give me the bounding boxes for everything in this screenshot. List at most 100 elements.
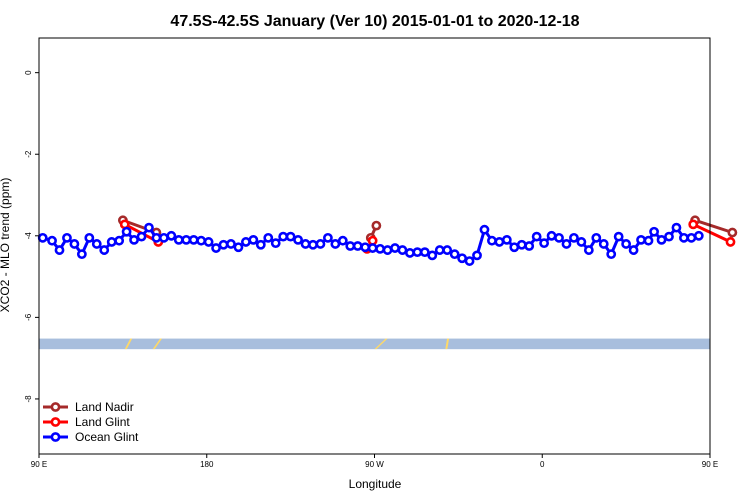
point-ocean-glint-34 bbox=[293, 234, 303, 245]
point-ocean-glint-51 bbox=[419, 247, 430, 258]
point-ocean-glint-22 bbox=[203, 237, 214, 247]
point-ocean-glint-10 bbox=[114, 235, 125, 246]
point-ocean-glint-87 bbox=[686, 232, 697, 243]
point-ocean-glint-78 bbox=[621, 239, 632, 249]
point-ocean-glint-48 bbox=[397, 245, 408, 255]
legend-item-land-glint: Land Glint bbox=[43, 415, 130, 429]
point-ocean-glint-70 bbox=[561, 239, 572, 249]
point-ocean-glint-56 bbox=[457, 253, 468, 264]
point-ocean-glint-50 bbox=[412, 247, 423, 258]
point-land-glint-5 bbox=[725, 237, 736, 247]
point-ocean-glint-11 bbox=[121, 226, 132, 237]
point-ocean-glint-81 bbox=[643, 235, 654, 246]
point-ocean-glint-88 bbox=[693, 230, 704, 241]
point-ocean-glint-77 bbox=[613, 231, 624, 242]
point-ocean-glint-30 bbox=[263, 232, 274, 243]
point-ocean-glint-31 bbox=[270, 238, 281, 249]
point-ocean-glint-44 bbox=[367, 243, 378, 253]
point-ocean-glint-16 bbox=[158, 232, 169, 243]
point-ocean-glint-45 bbox=[375, 243, 385, 254]
legend-marker-land-nadir bbox=[50, 402, 61, 412]
legend-marker-ocean-glint bbox=[50, 432, 61, 442]
point-ocean-glint-27 bbox=[240, 237, 251, 247]
point-ocean-glint-33 bbox=[285, 231, 296, 242]
point-ocean-glint-25 bbox=[226, 239, 236, 249]
point-land-glint-4 bbox=[688, 219, 699, 230]
point-ocean-glint-19 bbox=[181, 234, 192, 245]
point-ocean-glint-66 bbox=[531, 231, 542, 242]
y-tick-label-3: -6 bbox=[24, 313, 33, 321]
point-ocean-glint-13 bbox=[136, 231, 147, 242]
legend-label-ocean-glint: Ocean Glint bbox=[75, 430, 139, 444]
point-ocean-glint-20 bbox=[188, 234, 199, 245]
point-ocean-glint-7 bbox=[91, 239, 102, 249]
y-tick-label-4: -8 bbox=[24, 395, 33, 403]
point-ocean-glint-21 bbox=[196, 235, 207, 246]
point-ocean-glint-68 bbox=[546, 230, 557, 241]
point-ocean-glint-3 bbox=[62, 232, 72, 243]
point-ocean-glint-40 bbox=[337, 235, 348, 246]
point-ocean-glint-36 bbox=[308, 239, 318, 250]
point-ocean-glint-69 bbox=[554, 232, 564, 243]
point-land-nadir-5 bbox=[727, 227, 738, 238]
point-ocean-glint-53 bbox=[434, 245, 445, 255]
legend-item-land-nadir: Land Nadir bbox=[43, 400, 134, 414]
point-ocean-glint-46 bbox=[382, 245, 393, 255]
point-ocean-glint-49 bbox=[405, 248, 415, 258]
point-ocean-glint-58 bbox=[472, 250, 482, 261]
point-ocean-glint-59 bbox=[479, 224, 490, 235]
y-axis: 0 -2 -4 -6 -8 bbox=[24, 70, 39, 403]
point-ocean-glint-76 bbox=[606, 249, 617, 260]
point-ocean-glint-17 bbox=[166, 230, 177, 241]
point-ocean-glint-29 bbox=[255, 239, 266, 250]
point-ocean-glint-6 bbox=[84, 232, 95, 243]
x-tick-label-2: 90 W bbox=[365, 460, 384, 469]
land-segment-3 bbox=[445, 338, 450, 350]
point-ocean-glint-57 bbox=[464, 256, 475, 266]
x-tick-label-1: 180 bbox=[200, 460, 214, 469]
point-ocean-glint-9 bbox=[106, 237, 117, 247]
point-ocean-glint-32 bbox=[278, 231, 289, 242]
point-ocean-glint-80 bbox=[636, 234, 646, 245]
land-band bbox=[39, 338, 710, 350]
legend-marker-land-glint bbox=[50, 417, 61, 427]
series-ocean-glint bbox=[37, 222, 704, 266]
point-ocean-glint-41 bbox=[345, 241, 356, 251]
point-ocean-glint-2 bbox=[54, 245, 65, 255]
point-ocean-glint-4 bbox=[69, 239, 80, 249]
point-ocean-glint-75 bbox=[598, 239, 609, 249]
point-ocean-glint-43 bbox=[360, 242, 371, 253]
point-ocean-glint-55 bbox=[449, 249, 460, 260]
point-ocean-glint-83 bbox=[656, 234, 667, 245]
point-ocean-glint-84 bbox=[664, 231, 674, 242]
point-ocean-glint-0 bbox=[37, 232, 48, 243]
point-ocean-glint-47 bbox=[390, 243, 400, 253]
y-axis-label: XCO2 - MLO trend (ppm) bbox=[0, 178, 12, 313]
point-ocean-glint-85 bbox=[671, 222, 682, 233]
point-ocean-glint-38 bbox=[323, 232, 333, 243]
point-ocean-glint-73 bbox=[583, 245, 594, 255]
point-ocean-glint-82 bbox=[649, 226, 659, 237]
x-axis-label: Longitude bbox=[349, 477, 402, 491]
point-ocean-glint-63 bbox=[509, 242, 520, 253]
point-ocean-glint-15 bbox=[151, 232, 162, 243]
legend-label-land-glint: Land Glint bbox=[75, 415, 130, 429]
point-ocean-glint-60 bbox=[487, 235, 497, 246]
y-tick-label-1: -2 bbox=[24, 150, 33, 158]
point-ocean-glint-28 bbox=[248, 234, 259, 245]
point-ocean-glint-5 bbox=[76, 249, 87, 260]
ocean-band bbox=[39, 338, 710, 350]
chart-title: 47.5S-42.5S January (Ver 10) 2015-01-01 … bbox=[170, 13, 579, 30]
point-ocean-glint-61 bbox=[494, 237, 505, 247]
legend-label-land-nadir: Land Nadir bbox=[75, 400, 134, 414]
point-ocean-glint-64 bbox=[516, 239, 527, 250]
point-ocean-glint-39 bbox=[330, 239, 341, 249]
point-ocean-glint-65 bbox=[524, 241, 535, 251]
y-tick-label-2: -4 bbox=[24, 232, 33, 240]
point-ocean-glint-1 bbox=[47, 235, 57, 246]
point-ocean-glint-26 bbox=[233, 242, 244, 253]
x-tick-label-3: 0 bbox=[540, 460, 545, 469]
x-tick-label-0: 90 E bbox=[31, 460, 47, 469]
point-ocean-glint-74 bbox=[591, 232, 602, 243]
